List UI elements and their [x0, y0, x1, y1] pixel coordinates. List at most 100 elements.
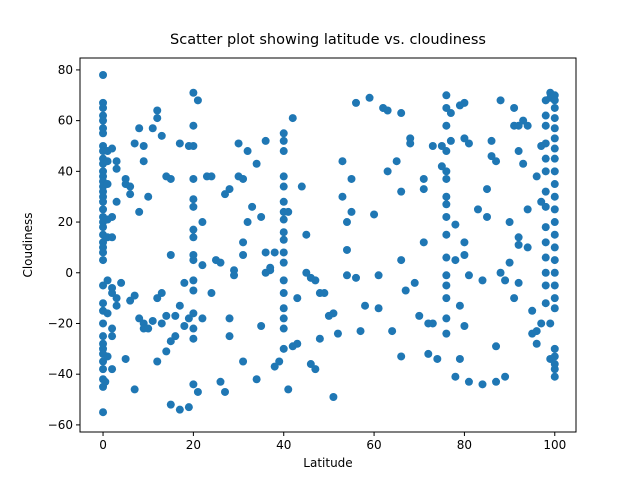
point	[189, 233, 198, 242]
point	[478, 380, 487, 389]
point	[442, 314, 451, 323]
point	[492, 377, 501, 386]
point	[279, 147, 288, 156]
point	[108, 324, 117, 333]
point	[415, 311, 424, 320]
point	[279, 276, 288, 285]
point	[329, 393, 338, 402]
point	[392, 157, 401, 166]
x-tick-label: 60	[366, 438, 381, 452]
point	[532, 172, 541, 181]
point	[442, 230, 451, 239]
point	[175, 301, 184, 310]
point	[279, 324, 288, 333]
point	[279, 172, 288, 181]
point	[198, 218, 207, 227]
point	[550, 134, 559, 143]
point	[333, 329, 342, 338]
point	[239, 238, 248, 247]
point	[157, 319, 166, 328]
point	[108, 233, 117, 242]
point	[189, 334, 198, 343]
point	[279, 344, 288, 353]
point	[112, 294, 121, 303]
point	[171, 311, 180, 320]
point	[464, 139, 473, 148]
point	[550, 114, 559, 123]
point	[442, 253, 451, 262]
point	[347, 207, 356, 216]
point	[189, 309, 198, 318]
point	[361, 301, 370, 310]
point	[451, 220, 460, 229]
point	[424, 349, 433, 358]
point	[189, 121, 198, 130]
point	[99, 365, 108, 374]
point	[99, 256, 108, 265]
point	[442, 147, 451, 156]
point	[356, 327, 365, 336]
point	[442, 212, 451, 221]
point	[550, 243, 559, 252]
point	[388, 327, 397, 336]
point	[148, 316, 157, 325]
point	[514, 147, 523, 156]
point	[347, 174, 356, 183]
point	[279, 136, 288, 145]
point	[365, 93, 374, 102]
x-tick-label: 0	[99, 438, 107, 452]
point	[257, 322, 266, 331]
point	[130, 139, 139, 148]
point	[216, 377, 225, 386]
point	[550, 180, 559, 189]
point	[288, 114, 297, 123]
point	[275, 357, 284, 366]
point	[523, 243, 532, 252]
point	[189, 276, 198, 285]
point	[189, 380, 198, 389]
point	[162, 311, 171, 320]
point	[315, 334, 324, 343]
point	[198, 314, 207, 323]
point	[550, 192, 559, 201]
point	[419, 185, 428, 194]
point	[478, 276, 487, 285]
point	[541, 238, 550, 247]
point	[293, 294, 302, 303]
point	[397, 256, 406, 265]
point	[166, 251, 175, 260]
point	[550, 281, 559, 290]
point	[103, 180, 112, 189]
point	[401, 286, 410, 295]
point	[383, 106, 392, 115]
point	[532, 339, 541, 348]
point	[342, 218, 351, 227]
point	[550, 124, 559, 133]
point	[297, 182, 306, 191]
point	[541, 268, 550, 277]
point	[464, 271, 473, 280]
point	[99, 408, 108, 417]
point	[99, 197, 108, 206]
point	[99, 70, 108, 79]
point	[523, 205, 532, 214]
point	[108, 365, 117, 374]
point	[162, 347, 171, 356]
point	[550, 154, 559, 163]
point	[342, 245, 351, 254]
point	[135, 124, 144, 133]
point	[397, 352, 406, 361]
point	[121, 354, 130, 363]
point	[311, 276, 320, 285]
point	[550, 230, 559, 239]
point	[311, 365, 320, 374]
point	[193, 96, 202, 105]
point	[117, 278, 126, 287]
point	[261, 248, 270, 257]
point	[279, 235, 288, 244]
point	[108, 332, 117, 341]
y-tick-label: 20	[58, 215, 73, 229]
point	[99, 116, 108, 125]
point	[103, 352, 112, 361]
point	[541, 281, 550, 290]
